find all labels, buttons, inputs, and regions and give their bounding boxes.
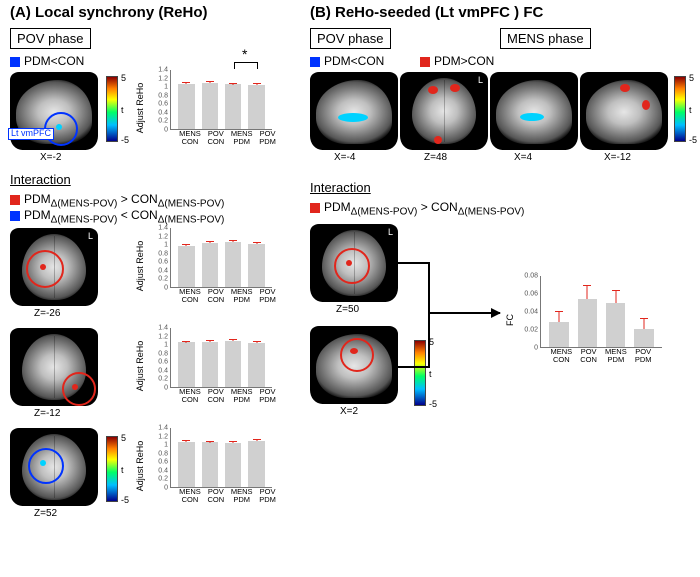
brain-a-int-1: L (10, 228, 98, 306)
legend-square-icon (10, 211, 20, 221)
cbar-max: 5 (121, 433, 126, 443)
chart-ylabel: Adjust ReHo (135, 241, 145, 292)
cbar-label: t (689, 105, 692, 115)
brain-b-int-1: L (310, 224, 398, 302)
brain-b-top-0 (310, 72, 398, 150)
legend-text: PDMΔ(MENS-POV) < CONΔ(MENS-POV) (24, 208, 224, 222)
panel-b-mens-label: MENS phase (500, 28, 591, 49)
bar-chart-a-int-2: Adjust ReHo 00.20.40.60.811.21.4MENS CON… (144, 324, 274, 408)
brain-a-int-3 (10, 428, 98, 506)
figure-root: { "colors": { "blue": "#0033ff", "red": … (0, 0, 700, 577)
panel-b-pov-label: POV phase (310, 28, 391, 49)
chart-ylabel: Adjust ReHo (135, 83, 145, 134)
brain-coord: Z=-12 (34, 408, 60, 419)
brain-b-top-1: L (400, 72, 488, 150)
cbar-max: 5 (689, 73, 694, 83)
roi-ring (334, 248, 370, 284)
brain-b-int-2 (310, 326, 398, 404)
brain-coord: X=2 (340, 406, 358, 417)
roi-ring (62, 372, 96, 406)
cbar-min: -5 (121, 495, 129, 505)
legend-square-icon (420, 57, 430, 67)
panel-b-int-legend: PDMΔ(MENS-POV) > CONΔ(MENS-POV) (310, 200, 524, 217)
colorbar: 5 t -5 (106, 436, 118, 502)
colorbar: 5 t -5 (106, 76, 118, 142)
legend-square-icon (10, 195, 20, 205)
chart-ylabel: FC (505, 314, 515, 326)
legend-text: PDM<CON (324, 54, 384, 68)
brain-coord: Z=48 (424, 152, 447, 163)
cbar-min: -5 (121, 135, 129, 145)
cbar-min: -5 (429, 399, 437, 409)
seed-label: Lt vmPFC (8, 128, 54, 140)
panel-a-interaction-label: Interaction (10, 172, 71, 187)
panel-a-int-legend-1: PDMΔ(MENS-POV) > CONΔ(MENS-POV) (10, 192, 224, 209)
panel-b-legend-1: PDM<CON (310, 54, 384, 68)
bar-chart-a-int-3: Adjust ReHo 00.20.40.60.811.21.4MENS CON… (144, 424, 274, 508)
panel-b-legend-2: PDM>CON (420, 54, 494, 68)
cbar-label: t (429, 369, 432, 379)
panel-a-int-legend-2: PDMΔ(MENS-POV) < CONΔ(MENS-POV) (10, 208, 224, 225)
chart-ylabel: Adjust ReHo (135, 341, 145, 392)
brain-coord: Z=-26 (34, 308, 60, 319)
arrow-icon (428, 312, 500, 314)
cbar-max: 5 (121, 73, 126, 83)
cbar-min: -5 (689, 135, 697, 145)
legend-square-icon (10, 57, 20, 67)
legend-square-icon (310, 203, 320, 213)
panel-a-title: (A) Local synchrony (ReHo) (10, 4, 208, 21)
cbar-label: t (121, 105, 124, 115)
legend-text: PDM<CON (24, 54, 84, 68)
roi-ring (28, 448, 64, 484)
brain-coord: X=-2 (40, 152, 61, 163)
left-marker: L (388, 227, 393, 237)
brain-b-top-2 (490, 72, 578, 150)
brain-coord: X=4 (514, 152, 532, 163)
left-marker: L (88, 231, 93, 241)
brain-coord: X=-12 (604, 152, 631, 163)
brain-coord: Z=52 (34, 508, 57, 519)
colorbar: 5 t -5 (674, 76, 686, 142)
legend-square-icon (310, 57, 320, 67)
panel-a-pov-legend: PDM<CON (10, 54, 84, 68)
cbar-label: t (121, 465, 124, 475)
roi-ring (26, 250, 64, 288)
brain-b-top-3 (580, 72, 668, 150)
legend-text: PDMΔ(MENS-POV) > CONΔ(MENS-POV) (24, 192, 224, 206)
bar-chart-fc: FC 00.020.040.060.08MENS CONPOV CONMENS … (514, 272, 664, 368)
panel-b-title: (B) ReHo-seeded (Lt vmPFC ) FC (310, 4, 543, 21)
bar-chart-a-int-1: Adjust ReHo 00.20.40.60.811.21.4MENS CON… (144, 224, 274, 308)
brain-a-int-2 (10, 328, 98, 406)
arrow-branches (398, 262, 430, 368)
brain-coord: Z=50 (336, 304, 359, 315)
legend-text: PDMΔ(MENS-POV) > CONΔ(MENS-POV) (324, 200, 524, 214)
panel-a-pov-label: POV phase (10, 28, 91, 49)
legend-text: PDM>CON (434, 54, 494, 68)
roi-ring (340, 338, 374, 372)
panel-b-interaction-label: Interaction (310, 180, 371, 195)
brain-coord: X=-4 (334, 152, 355, 163)
bar-chart-pov: Adjust ReHo 00.20.40.60.811.21.4 * MENS … (144, 66, 274, 150)
chart-ylabel: Adjust ReHo (135, 441, 145, 492)
